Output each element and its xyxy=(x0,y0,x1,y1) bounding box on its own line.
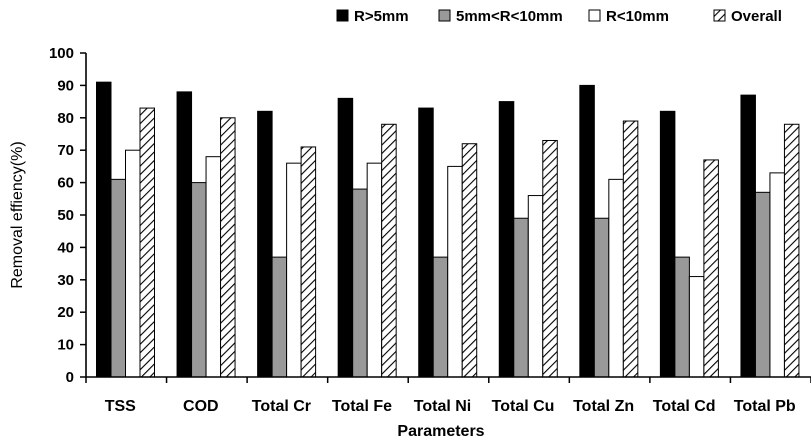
bar-R<10mm-Total Cd xyxy=(688,276,705,378)
bars xyxy=(96,81,800,378)
bar-5mm<R<10mm-Total Zn xyxy=(593,217,610,378)
y-tick-label: 30 xyxy=(57,272,74,289)
legend-label: 5mm<R<10mm xyxy=(456,8,563,25)
y-tick-label: 50 xyxy=(57,207,74,224)
y-tick-label: 40 xyxy=(57,239,74,256)
bar-5mm<R<10mm-Total Fe xyxy=(352,188,368,378)
bar-Overall-Total Cr xyxy=(300,146,317,378)
bar-5mm<R<10mm-Total Ni xyxy=(432,256,449,378)
bar-Overall-Total Pb xyxy=(783,123,800,378)
bar-R>5mm-Total Cu xyxy=(498,101,515,378)
x-category-label: Total Cd xyxy=(653,398,716,415)
bar-R<10mm-Total Fe xyxy=(366,162,383,378)
bar-R<10mm-TSS xyxy=(125,149,141,378)
legend-swatch xyxy=(336,9,349,22)
y-tick-label: 60 xyxy=(57,175,74,192)
bar-5mm<R<10mm-Total Cd xyxy=(674,256,690,378)
bar-R>5mm-COD xyxy=(176,91,193,378)
bar-R>5mm-Total Pb xyxy=(740,94,756,378)
bar-5mm<R<10mm-Total Cu xyxy=(513,217,529,378)
bar-Overall-TSS xyxy=(139,107,155,378)
y-tick-label: 80 xyxy=(57,110,74,127)
bar-R<10mm-Total Ni xyxy=(447,165,463,378)
bar-R<10mm-Total Pb xyxy=(769,172,785,378)
y-tick-label: 70 xyxy=(57,142,74,159)
legend-swatch xyxy=(588,9,601,22)
bar-5mm<R<10mm-TSS xyxy=(110,178,126,378)
bar-R>5mm-Total Fe xyxy=(337,97,354,378)
bar-5mm<R<10mm-Total Cr xyxy=(271,256,288,378)
legend-label: R<10mm xyxy=(606,8,669,25)
bar-R<10mm-COD xyxy=(205,156,222,378)
x-category-label: Total Pb xyxy=(734,398,796,415)
y-tick-label: 20 xyxy=(57,304,74,321)
y-tick-label: 10 xyxy=(57,337,74,354)
x-axis-categories: TSS COD Total Cr Total Fe Total Ni Total Cu To… xyxy=(105,398,796,415)
y-tick-label: 100 xyxy=(49,45,74,62)
bar-R>5mm-TSS xyxy=(96,81,112,378)
legend: R>5mm 5mm<R<10mm R<10mm Overall xyxy=(336,8,782,25)
x-category-label: COD xyxy=(183,398,219,415)
legend-swatch xyxy=(438,9,451,22)
x-axis-title: Parameters xyxy=(397,423,484,440)
legend-label: Overall xyxy=(731,8,782,25)
x-category-label: Total Cr xyxy=(252,398,311,415)
bar-5mm<R<10mm-Total Pb xyxy=(754,191,771,378)
legend-label: R>5mm xyxy=(354,8,409,25)
y-axis-title: Removal effiency(%) xyxy=(9,141,26,288)
bar-Overall-Total Cd xyxy=(703,159,719,378)
legend-swatch xyxy=(713,9,726,22)
x-category-label: Total Ni xyxy=(414,398,471,415)
bar-Overall-Total Ni xyxy=(461,143,478,378)
bar-R<10mm-Total Zn xyxy=(608,178,624,378)
y-axis-ticks: 0 10 20 30 40 50 60 70 80 90 100 xyxy=(49,45,86,386)
bar-R>5mm-Total Cd xyxy=(659,110,676,378)
bar-R>5mm-Total Cr xyxy=(257,110,273,378)
bar-Overall-COD xyxy=(220,117,236,378)
x-category-label: TSS xyxy=(105,398,136,415)
y-tick-label: 0 xyxy=(66,369,74,386)
x-category-label: Total Cu xyxy=(492,398,555,415)
bar-5mm<R<10mm-COD xyxy=(191,182,207,378)
bar-R>5mm-Total Zn xyxy=(579,84,595,378)
bar-Overall-Total Cu xyxy=(542,139,558,378)
y-tick-label: 90 xyxy=(57,77,74,94)
bar-Overall-Total Zn xyxy=(622,120,639,378)
bar-R<10mm-Total Cr xyxy=(286,162,302,378)
x-category-label: Total Fe xyxy=(332,398,392,415)
bar-Overall-Total Fe xyxy=(381,123,397,378)
bar-R>5mm-Total Ni xyxy=(418,107,434,378)
axes xyxy=(85,53,811,383)
x-category-label: Total Zn xyxy=(573,398,634,415)
bar-R<10mm-Total Cu xyxy=(527,195,544,378)
